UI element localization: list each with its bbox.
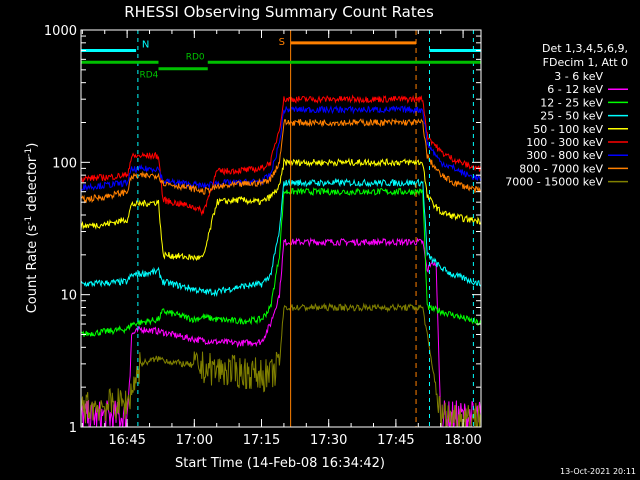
y-tick-label-3: 1000 (44, 24, 77, 39)
decim-label-rd4: RD4 (139, 71, 158, 81)
legend-item-3: 12 - 25 keV (540, 96, 603, 109)
plot-frame (80, 29, 482, 428)
x-tick-label-1: 17:00 (176, 433, 213, 448)
y-tick-label-0: 1 (69, 421, 77, 436)
series-line-8 (81, 117, 481, 204)
legend: Det 1,3,4,5,6,9, FDecim 1, Att 0 3 - 6 k… (505, 42, 628, 189)
series-line-7 (81, 104, 481, 192)
series-line-3 (81, 187, 481, 337)
x-tick-label-3: 17:30 (310, 433, 347, 448)
x-tick-label-4: 17:45 (377, 433, 414, 448)
chart-title: RHESSI Observing Summary Count Rates (124, 3, 434, 21)
series-line-6 (81, 94, 481, 217)
saa-label: S (279, 37, 285, 48)
x-tick-label-0: 16:45 (108, 433, 145, 448)
legend-item-7: 300 - 800 keV (526, 149, 603, 162)
legend-item-1: 3 - 6 keV (554, 70, 603, 83)
x-tick-label-2: 17:15 (243, 433, 280, 448)
y-axis-label: Count Rate (s-1 detector-1) (24, 143, 40, 314)
y-tick-label-1: 10 (60, 289, 77, 304)
series-line-2 (81, 237, 481, 427)
legend-header-detectors: Det 1,3,4,5,6,9, (542, 42, 628, 55)
legend-item-2: 6 - 12 keV (547, 83, 603, 96)
series-line-1 (81, 250, 481, 427)
plot-inner (81, 30, 481, 427)
night-label: N (142, 39, 149, 50)
axes: 16:45 17:00 17:15 17:30 17:45 18:00 1 10 100 1000 (44, 24, 482, 448)
plot-area: N S RD0 RD4 (81, 30, 481, 427)
legend-header-decim: FDecim 1, Att 0 (543, 56, 628, 69)
x-axis-label: Start Time (14-Feb-08 16:34:42) (175, 456, 385, 471)
x-tick-label-5: 18:00 (444, 433, 481, 448)
series-line-4 (81, 177, 481, 298)
series-line-9 (81, 302, 481, 427)
legend-item-4: 25 - 50 keV (540, 110, 603, 123)
decim-label-rd0: RD0 (186, 52, 205, 62)
series-line-5 (81, 157, 481, 262)
legend-item-8: 800 - 7000 keV (519, 162, 603, 175)
y-tick-label-2: 100 (52, 156, 77, 171)
timestamp: 13-Oct-2021 20:11 (560, 467, 636, 476)
legend-item-6: 100 - 300 keV (526, 136, 603, 149)
legend-item-5: 50 - 100 keV (533, 123, 603, 136)
legend-item-9: 7000 - 15000 keV (505, 176, 603, 189)
